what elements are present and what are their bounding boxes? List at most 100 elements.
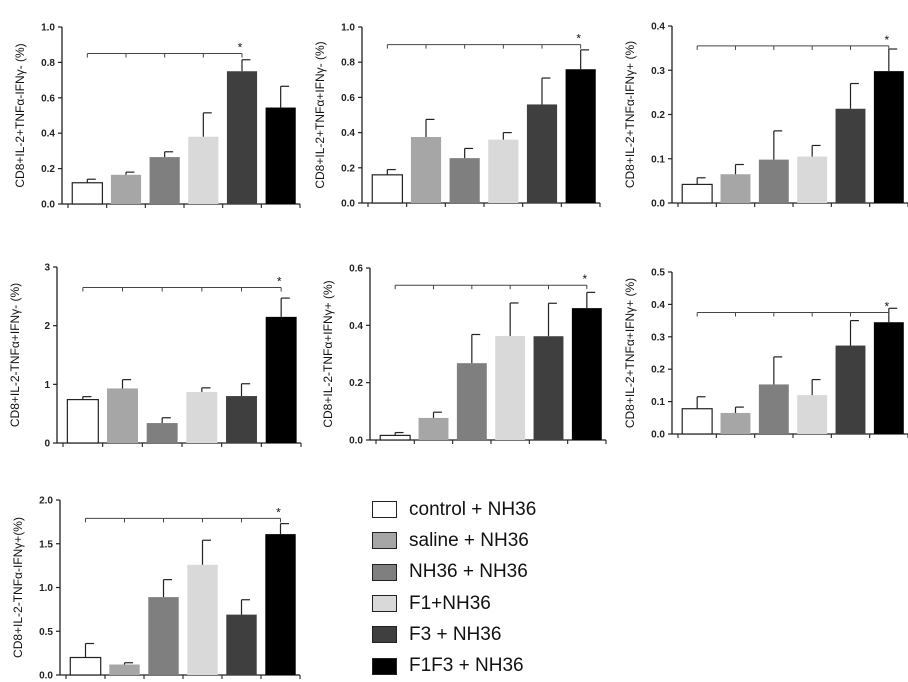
bar-3 xyxy=(146,423,178,443)
y-tick-label: 0.0 xyxy=(651,430,665,441)
bar-3 xyxy=(449,158,480,203)
legend-item: F1+NH36 xyxy=(372,588,632,619)
y-tick-label: 0.2 xyxy=(651,110,665,121)
y-tick-label: 1 xyxy=(44,380,50,391)
bar-2 xyxy=(107,388,138,443)
y-tick-label: 0.3 xyxy=(651,66,665,77)
bar-5 xyxy=(526,104,558,203)
bar-3 xyxy=(148,597,179,675)
bar-1 xyxy=(379,434,411,441)
bar-1 xyxy=(66,398,99,444)
y-tick-label: 0.6 xyxy=(341,93,355,104)
significance-star: * xyxy=(277,275,282,289)
y-tick-label: 0.4 xyxy=(349,321,363,332)
y-tick-label: 0.0 xyxy=(41,200,55,211)
bar-6 xyxy=(265,107,296,204)
bar-1 xyxy=(681,408,713,435)
legend-item: saline + NH36 xyxy=(372,525,632,556)
chart-panel-7: 0.0 0.5 1.0 1.5 2.0 * CD8+IL-2-TNFα-IFNγ+(%) xyxy=(11,496,301,681)
y-tick-label: 3 xyxy=(44,263,50,274)
bar-6 xyxy=(565,69,596,204)
bar-5 xyxy=(835,108,866,203)
y-axis-label: CD8+IL-2+TNFα-IFNγ+ (%) xyxy=(623,41,637,188)
chart-panel-2: 0.0 0.2 0.4 0.6 0.8 1.0 * CD8+IL-2+TNFα+IFNγ- (… xyxy=(313,23,601,210)
y-tick-label: 1.0 xyxy=(341,23,355,34)
y-tick-label: 0.0 xyxy=(349,436,363,447)
y-tick-label: 0.1 xyxy=(651,397,665,408)
y-axis-label: CD8+IL-2+TNFα+IFNγ+ (%) xyxy=(623,278,637,428)
bar-4 xyxy=(188,136,219,204)
y-tick-label: 0.5 xyxy=(651,268,665,279)
legend-item: F1F3 + NH36 xyxy=(372,650,632,681)
bar-2 xyxy=(720,412,751,434)
y-tick-label: 0.4 xyxy=(651,22,665,33)
bar-3 xyxy=(758,384,789,434)
bar-6 xyxy=(265,316,297,443)
y-tick-label: 0.2 xyxy=(651,365,665,376)
bar-1 xyxy=(69,656,102,676)
bar-5 xyxy=(835,345,866,434)
chart-panel-1: 0.0 0.2 0.4 0.6 0.8 1.0 * CD8+IL-2+TNFα-IFNγ- (… xyxy=(13,23,301,211)
y-tick-label: 0.8 xyxy=(341,58,355,69)
bar-5 xyxy=(533,336,564,440)
legend-swatch xyxy=(372,657,397,675)
legend-swatch xyxy=(372,501,397,519)
y-tick-label: 0.0 xyxy=(651,199,665,210)
bar-2 xyxy=(720,174,751,203)
y-tick-label: 0.2 xyxy=(341,163,355,174)
legend-item: control + NH36 xyxy=(372,494,632,525)
significance-star: * xyxy=(576,32,581,46)
y-tick-label: 0.0 xyxy=(39,671,53,681)
y-axis-label: CD8+IL-2+TNFα-IFNγ- (%) xyxy=(13,43,27,187)
y-axis-label: CD8+IL-2-TNFα-IFNγ+(%) xyxy=(11,517,25,658)
bar-4 xyxy=(186,391,218,443)
chart-panel-4: 0 1 2 3 * CD8+IL-2-TNFα+IFNγ- (%) xyxy=(8,263,302,450)
y-tick-label: 1.0 xyxy=(41,23,55,34)
legend-label: F1F3 + NH36 xyxy=(409,655,524,677)
chart-panel-5: 0.0 0.2 0.4 0.6 * CD8+IL-2-TNFα+IFNγ+ (%) xyxy=(321,264,607,447)
bar-6 xyxy=(873,71,904,203)
bar-2 xyxy=(418,417,449,440)
y-tick-label: 0.4 xyxy=(41,129,55,140)
significance-star: * xyxy=(884,300,889,314)
chart-panel-6: 0.0 0.1 0.2 0.3 0.4 0.5 * CD8+IL-2+TNFα+IFNγ+ (… xyxy=(623,268,908,441)
bar-4 xyxy=(797,395,828,434)
bar-1 xyxy=(371,174,404,204)
legend-label: F1+NH36 xyxy=(409,592,491,614)
bar-1 xyxy=(71,182,104,205)
legend-item: NH36 + NH36 xyxy=(372,557,632,588)
significance-star: * xyxy=(238,41,243,55)
y-tick-label: 0.1 xyxy=(651,154,665,165)
legend-item: F3 + NH36 xyxy=(372,619,632,650)
chart-panel-3: 0.0 0.1 0.2 0.3 0.4 * CD8+IL-2+TNFα-IFNγ+ (%) xyxy=(623,22,908,210)
legend: control + NH36 saline + NH36 NH36 + NH36 F1… xyxy=(372,494,632,682)
bar-3 xyxy=(456,363,487,440)
legend-label: control + NH36 xyxy=(409,498,537,520)
significance-star: * xyxy=(582,272,587,286)
bar-4 xyxy=(495,335,526,440)
legend-label: F3 + NH36 xyxy=(409,623,502,645)
bar-6 xyxy=(571,308,602,440)
significance-star: * xyxy=(884,33,889,47)
bar-1 xyxy=(681,183,713,204)
bar-5 xyxy=(226,396,257,443)
bar-5 xyxy=(226,71,258,204)
bar-2 xyxy=(109,664,140,675)
bar-5 xyxy=(226,614,257,675)
y-axis-label: CD8+IL-2-TNFα+IFNγ+ (%) xyxy=(321,280,335,427)
bar-6 xyxy=(873,322,904,434)
bar-6 xyxy=(265,534,296,675)
bar-3 xyxy=(758,159,789,203)
y-tick-label: 0.4 xyxy=(341,128,355,139)
bar-4 xyxy=(187,564,218,675)
y-tick-label: 0 xyxy=(44,439,50,450)
bar-2 xyxy=(410,137,442,203)
y-tick-label: 0.6 xyxy=(349,264,363,275)
y-tick-label: 2 xyxy=(44,321,50,332)
bar-2 xyxy=(110,174,142,204)
legend-label: saline + NH36 xyxy=(409,529,529,551)
significance-star: * xyxy=(276,505,281,519)
y-tick-label: 0.6 xyxy=(41,93,55,104)
bar-3 xyxy=(149,157,180,204)
